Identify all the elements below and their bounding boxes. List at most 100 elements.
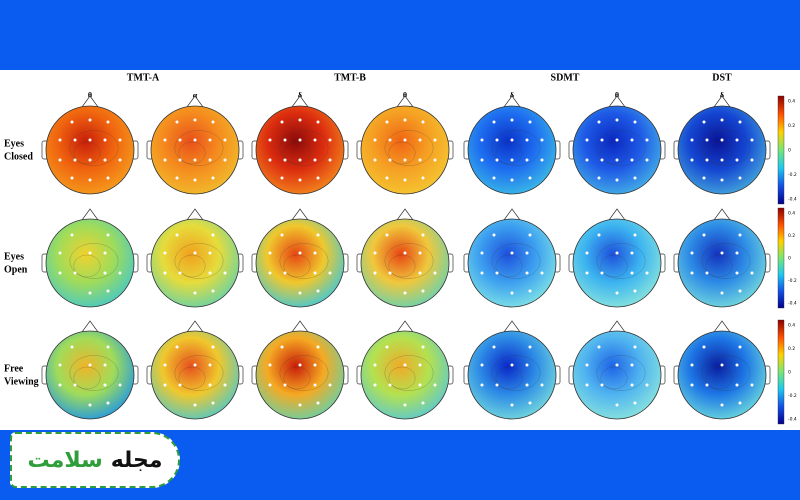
condition-label: Viewing — [4, 376, 39, 387]
electrode — [88, 403, 92, 407]
electrode — [298, 158, 302, 162]
electrode — [418, 363, 422, 367]
electrode — [178, 138, 182, 142]
electrode — [615, 158, 619, 162]
electrode — [313, 383, 317, 387]
electrode — [630, 383, 634, 387]
contour — [283, 254, 311, 278]
contour — [178, 254, 206, 278]
electrode — [70, 176, 74, 180]
electrode — [421, 120, 425, 124]
electrode — [433, 383, 437, 387]
electrode — [597, 345, 601, 349]
electrode — [385, 176, 389, 180]
condition-label: Free — [4, 363, 24, 374]
electrode — [690, 271, 694, 275]
contour — [491, 130, 541, 166]
electrode — [88, 291, 92, 295]
electrode — [298, 363, 302, 367]
contour — [596, 243, 646, 279]
band-label: θ — [403, 91, 407, 100]
nose — [81, 95, 99, 108]
band-label: δ — [298, 91, 302, 100]
electrode — [690, 383, 694, 387]
electrode — [735, 158, 739, 162]
band-label: α — [193, 91, 198, 100]
electrode — [525, 158, 529, 162]
contour — [174, 355, 224, 391]
electrode — [268, 251, 272, 255]
electrode — [738, 120, 742, 124]
electrode — [525, 138, 529, 142]
electrode — [163, 158, 167, 162]
electrode — [645, 138, 649, 142]
electrode — [373, 251, 377, 255]
nose — [186, 320, 204, 333]
electrode — [88, 363, 92, 367]
electrode — [283, 138, 287, 142]
electrode — [316, 233, 320, 237]
electrode — [316, 120, 320, 124]
electrode — [720, 118, 724, 122]
electrode — [720, 403, 724, 407]
topomap — [150, 330, 240, 420]
electrode — [421, 401, 425, 405]
colorbar — [777, 319, 785, 425]
electrode — [735, 251, 739, 255]
electrode — [720, 158, 724, 162]
electrode — [720, 251, 724, 255]
contour — [73, 141, 101, 165]
electrode — [510, 291, 514, 295]
electrode — [585, 138, 589, 142]
nose — [396, 95, 414, 108]
electrode — [510, 138, 514, 142]
contour — [283, 366, 311, 390]
topomap — [572, 330, 662, 420]
electrode — [388, 138, 392, 142]
electrode — [540, 158, 544, 162]
electrode — [403, 178, 407, 182]
electrode — [283, 271, 287, 275]
electrode — [702, 233, 706, 237]
electrode — [433, 138, 437, 142]
electrode — [298, 118, 302, 122]
electrode — [615, 118, 619, 122]
colorbar — [777, 207, 785, 309]
electrode — [633, 345, 637, 349]
logo[interactable]: مجله سلامت — [10, 432, 180, 488]
electrode — [88, 158, 92, 162]
electrode — [690, 251, 694, 255]
electrode — [705, 158, 709, 162]
electrode — [58, 158, 62, 162]
electrode — [403, 403, 407, 407]
contour — [705, 366, 733, 390]
electrode — [403, 251, 407, 255]
electrode — [403, 291, 407, 295]
electrode — [720, 291, 724, 295]
electrode — [193, 158, 197, 162]
electrode — [480, 383, 484, 387]
electrode — [403, 363, 407, 367]
electrode — [175, 120, 179, 124]
electrode — [193, 118, 197, 122]
nose — [396, 320, 414, 333]
electrode — [492, 176, 496, 180]
electrode — [528, 401, 532, 405]
electrode — [103, 138, 107, 142]
colorbar-tick: -0.4 — [788, 417, 797, 423]
electrode — [645, 158, 649, 162]
electrode — [585, 271, 589, 275]
electrode — [118, 138, 122, 142]
electrode — [118, 383, 122, 387]
topomap — [572, 218, 662, 308]
topomap — [360, 218, 450, 308]
electrode — [540, 271, 544, 275]
electrode — [528, 289, 532, 293]
electrode — [702, 176, 706, 180]
electrode — [738, 401, 742, 405]
electrode — [690, 138, 694, 142]
electrode — [268, 158, 272, 162]
electrode — [163, 383, 167, 387]
electrode — [268, 271, 272, 275]
electrode — [421, 176, 425, 180]
